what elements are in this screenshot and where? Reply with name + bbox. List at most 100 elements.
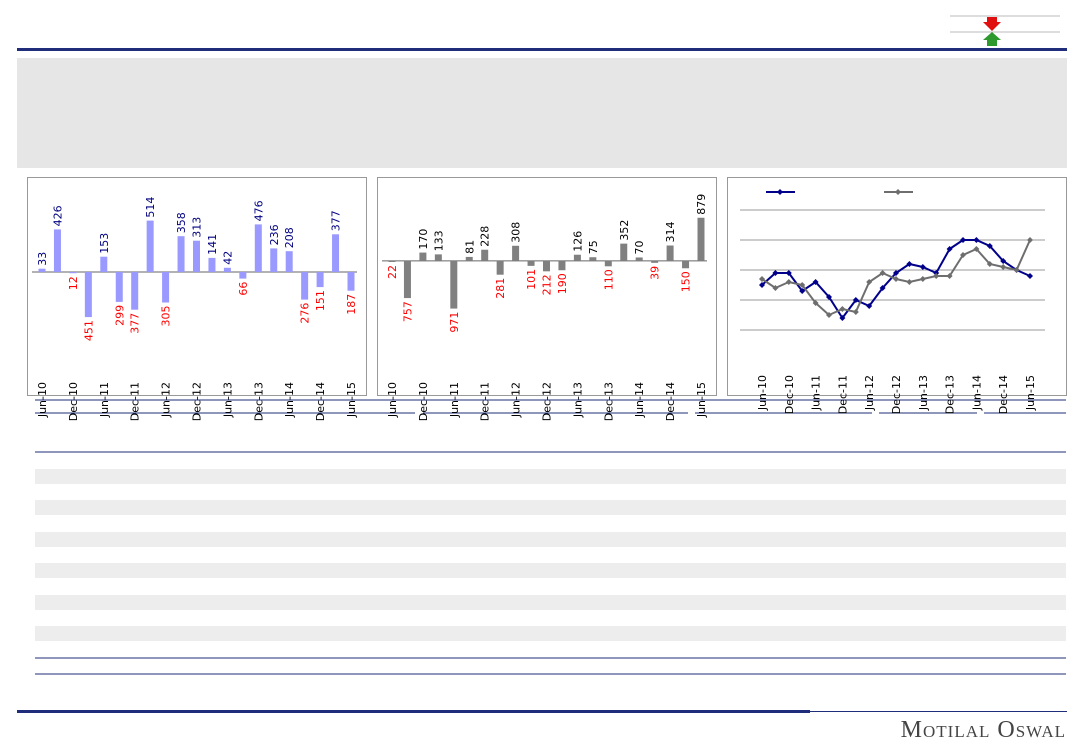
x-tick-label: Dec-14 bbox=[997, 375, 1010, 414]
bar bbox=[223, 267, 231, 272]
data-label: 971 bbox=[448, 312, 461, 333]
point-marker bbox=[986, 243, 993, 249]
data-label: 352 bbox=[618, 220, 631, 241]
x-tick-label: Jun-11 bbox=[810, 375, 823, 411]
data-label: 228 bbox=[479, 226, 492, 247]
bar bbox=[239, 272, 247, 279]
data-label: 81 bbox=[463, 240, 476, 254]
data-label: 42 bbox=[221, 251, 234, 265]
bar bbox=[403, 260, 411, 299]
data-label: 126 bbox=[571, 231, 584, 252]
data-label: 66 bbox=[237, 282, 250, 296]
point-marker bbox=[1013, 267, 1020, 273]
x-tick-label: Jun-13 bbox=[917, 375, 930, 411]
x-tick-label: Dec-11 bbox=[129, 382, 142, 421]
point-marker bbox=[973, 246, 980, 252]
bar bbox=[270, 248, 278, 272]
bar bbox=[512, 245, 520, 261]
bar bbox=[558, 260, 566, 271]
x-tick-label: Jun-13 bbox=[221, 382, 234, 418]
x-tick-label: Dec-12 bbox=[890, 375, 903, 414]
data-label: 757 bbox=[401, 301, 414, 322]
data-label: 299 bbox=[113, 305, 126, 326]
bar bbox=[131, 272, 139, 310]
bar bbox=[115, 272, 123, 302]
down-arrow-icon bbox=[983, 17, 1001, 31]
data-label: 212 bbox=[541, 274, 554, 295]
bar bbox=[316, 272, 324, 288]
bar bbox=[620, 243, 628, 261]
point-marker bbox=[879, 285, 886, 291]
point-marker bbox=[919, 264, 926, 270]
x-tick-label: Dec-13 bbox=[944, 375, 957, 414]
data-label: 153 bbox=[98, 233, 111, 254]
table-row-stripe bbox=[35, 595, 1066, 610]
point-marker bbox=[893, 270, 899, 276]
x-tick-label: Jun-15 bbox=[695, 382, 708, 418]
x-tick-label: Dec-12 bbox=[541, 382, 554, 421]
data-label: 75 bbox=[587, 240, 600, 254]
bar bbox=[481, 249, 489, 261]
bar bbox=[682, 260, 690, 269]
bar bbox=[496, 260, 504, 275]
x-tick-label: Dec-14 bbox=[314, 382, 327, 421]
bar bbox=[301, 272, 309, 300]
x-tick-label: Jun-12 bbox=[160, 382, 173, 418]
data-label: 170 bbox=[417, 229, 430, 250]
point-marker bbox=[946, 246, 953, 252]
chart-panel bbox=[377, 177, 717, 396]
bar bbox=[697, 217, 705, 261]
bar bbox=[84, 272, 92, 318]
point-marker bbox=[826, 294, 832, 300]
point-marker bbox=[839, 315, 846, 321]
data-label: 133 bbox=[432, 230, 445, 251]
brand-logo: Motilal Oswal bbox=[901, 717, 1066, 743]
data-label: 22 bbox=[386, 265, 399, 279]
data-label: 141 bbox=[206, 234, 219, 255]
footer-rule bbox=[17, 710, 810, 713]
point-marker bbox=[906, 279, 913, 285]
data-label: 377 bbox=[330, 210, 343, 231]
point-marker bbox=[1027, 237, 1033, 243]
data-label: 39 bbox=[649, 266, 662, 280]
bar bbox=[285, 251, 293, 272]
table-row-stripe bbox=[35, 469, 1066, 484]
x-tick-label: Dec-14 bbox=[664, 382, 677, 421]
point-marker bbox=[799, 282, 806, 288]
data-label: 308 bbox=[510, 222, 523, 243]
data-label: 12 bbox=[67, 276, 80, 290]
point-marker bbox=[785, 270, 792, 276]
x-tick-label: Dec-13 bbox=[252, 382, 265, 421]
bar bbox=[419, 252, 427, 261]
point-marker bbox=[799, 288, 806, 294]
point-marker bbox=[759, 276, 765, 282]
bar bbox=[193, 240, 200, 272]
point-marker bbox=[1027, 273, 1033, 279]
table-row-stripe bbox=[35, 500, 1066, 515]
x-tick-label: Dec-12 bbox=[191, 382, 204, 421]
point-marker bbox=[852, 297, 859, 303]
legend-marker bbox=[777, 189, 783, 195]
bar bbox=[69, 272, 77, 274]
bar bbox=[573, 254, 581, 261]
point-marker bbox=[933, 273, 940, 279]
chart-panel bbox=[27, 177, 367, 396]
x-tick-label: Jun-10 bbox=[386, 382, 399, 418]
table-row-stripe bbox=[35, 626, 1066, 641]
point-marker bbox=[973, 237, 980, 243]
point-marker bbox=[960, 237, 966, 243]
point-marker bbox=[879, 270, 886, 276]
x-tick-label: Jun-10 bbox=[756, 375, 769, 411]
legend-marker bbox=[895, 189, 901, 195]
point-marker bbox=[772, 285, 779, 291]
data-label: 305 bbox=[160, 306, 173, 327]
point-marker bbox=[839, 306, 846, 312]
bar bbox=[465, 256, 473, 261]
point-marker bbox=[893, 276, 899, 282]
point-marker bbox=[919, 276, 926, 282]
bar bbox=[254, 224, 262, 272]
x-tick-label: Dec-10 bbox=[417, 382, 430, 421]
x-tick-label: Jun-10 bbox=[36, 382, 49, 418]
